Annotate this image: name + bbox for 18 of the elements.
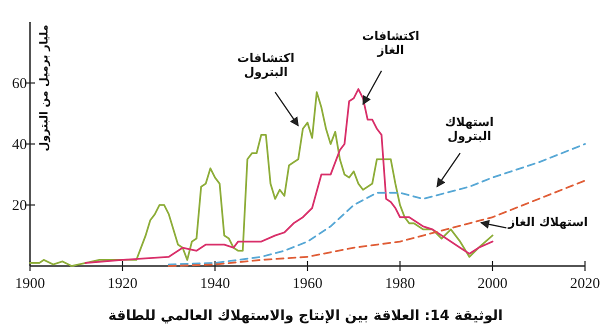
x-tick-label: 2000 — [478, 276, 508, 292]
x-tick-label: 1980 — [385, 276, 415, 292]
text: اكتشافات البترول — [236, 50, 296, 79]
y-tick-label: 60 — [12, 76, 27, 92]
x-tick-label: 1920 — [108, 276, 138, 292]
x-tick-label: 1960 — [292, 276, 322, 292]
text: اكتشافات الغاز — [361, 29, 420, 58]
y-tick-label: 20 — [12, 198, 27, 214]
series-label: استهلاك الغاز — [506, 215, 589, 230]
text: الوثيقة 14: العلاقة بين الإنتاج والاستهلاك العالمي للطاقة — [107, 308, 504, 324]
line-series — [168, 180, 586, 267]
y-tick-label: 40 — [12, 137, 27, 153]
y-axis-title: مليار برميل من البترول — [38, 24, 50, 152]
x-tick-label: 1900 — [15, 276, 45, 292]
text: استهلاك البترول — [444, 114, 495, 143]
x-tick-label: 2020 — [570, 276, 600, 292]
x-tick-label: 1940 — [200, 276, 230, 292]
line-series — [168, 143, 586, 266]
